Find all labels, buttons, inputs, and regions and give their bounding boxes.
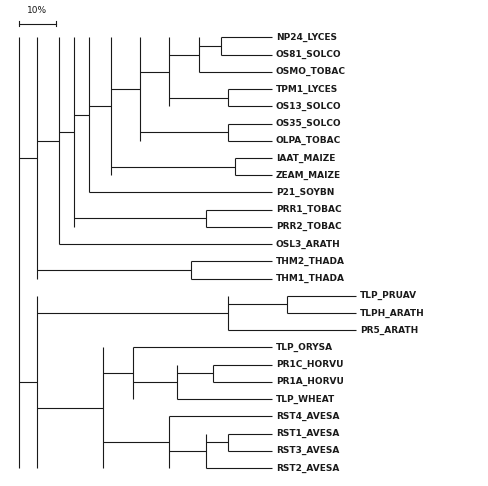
Text: RST3_AVESA: RST3_AVESA	[275, 446, 338, 455]
Text: OSMO_TOBAC: OSMO_TOBAC	[275, 67, 345, 76]
Text: OSL3_ARATH: OSL3_ARATH	[275, 240, 340, 249]
Text: RST4_AVESA: RST4_AVESA	[275, 412, 339, 421]
Text: PRR1_TOBAC: PRR1_TOBAC	[275, 205, 341, 214]
Text: RST1_AVESA: RST1_AVESA	[275, 429, 338, 438]
Text: OS35_SOLCO: OS35_SOLCO	[275, 119, 341, 128]
Text: TPM1_LYCES: TPM1_LYCES	[275, 85, 337, 94]
Text: IAAT_MAIZE: IAAT_MAIZE	[275, 154, 334, 162]
Text: TLP_PRUAV: TLP_PRUAV	[359, 291, 416, 300]
Text: P21_SOYBN: P21_SOYBN	[275, 188, 333, 197]
Text: TLP_ORYSA: TLP_ORYSA	[275, 343, 332, 352]
Text: OS81_SOLCO: OS81_SOLCO	[275, 50, 341, 59]
Text: THM1_THADA: THM1_THADA	[275, 274, 344, 283]
Text: 10%: 10%	[27, 6, 47, 15]
Text: PRR2_TOBAC: PRR2_TOBAC	[275, 222, 341, 231]
Text: RST2_AVESA: RST2_AVESA	[275, 464, 338, 472]
Text: TLPH_ARATH: TLPH_ARATH	[359, 309, 424, 317]
Text: OLPA_TOBAC: OLPA_TOBAC	[275, 136, 340, 145]
Text: NP24_LYCES: NP24_LYCES	[275, 33, 336, 42]
Text: THM2_THADA: THM2_THADA	[275, 257, 344, 266]
Text: ZEAM_MAIZE: ZEAM_MAIZE	[275, 171, 340, 180]
Text: OS13_SOLCO: OS13_SOLCO	[275, 102, 341, 111]
Text: TLP_WHEAT: TLP_WHEAT	[275, 395, 334, 404]
Text: PR1C_HORVU: PR1C_HORVU	[275, 360, 343, 369]
Text: PR5_ARATH: PR5_ARATH	[359, 326, 417, 335]
Text: PR1A_HORVU: PR1A_HORVU	[275, 377, 343, 386]
